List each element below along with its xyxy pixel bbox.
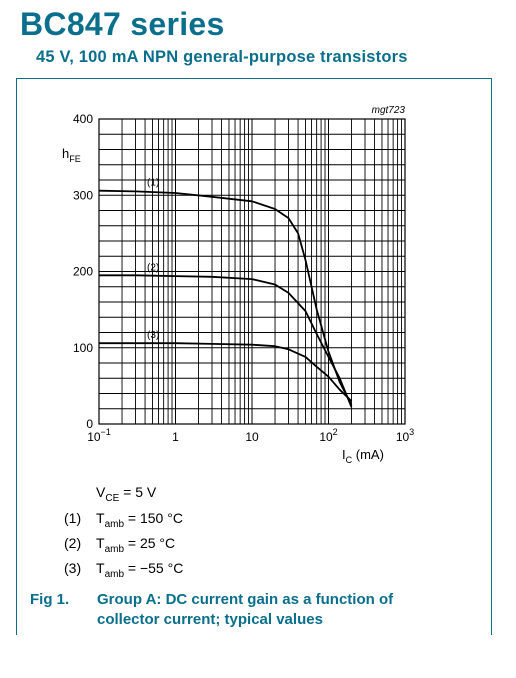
- page-subtitle: 45 V, 100 mA NPN general-purpose transis…: [36, 48, 408, 66]
- y-tick-label: 400: [73, 112, 93, 126]
- page-title: BC847 series: [20, 6, 225, 42]
- figure-code: mgt723: [372, 105, 406, 116]
- condition-1: (1) Tamb = 150 °C: [64, 510, 183, 530]
- figure-caption-line1: Group A: DC current gain as a function o…: [97, 591, 394, 608]
- chart-labels: 0 100 200 300 400 10−1 1 10 102 103 hFE IC (mA) mgt7…: [62, 105, 414, 465]
- figure-caption-line2: collector current; typical values: [97, 611, 323, 628]
- x-tick-label: 103: [396, 427, 414, 444]
- y-tick-label: 100: [73, 341, 93, 355]
- condition-3-text: Tamb = −55 °C: [96, 560, 184, 580]
- condition-2: (2) Tamb = 25 °C: [64, 535, 175, 555]
- y-axis-label: hFE: [62, 146, 81, 164]
- y-tick-label: 0: [86, 417, 93, 431]
- condition-3: (3) Tamb = −55 °C: [64, 560, 183, 580]
- series-line-2: [99, 274, 353, 408]
- x-tick-label: 1: [172, 430, 179, 444]
- x-axis-label: IC (mA): [342, 447, 384, 465]
- x-tick-label: 10: [245, 430, 259, 444]
- condition-2-text: Tamb = 25 °C: [96, 535, 176, 555]
- condition-3-num: (3): [64, 560, 82, 576]
- y-tick-label: 300: [73, 188, 93, 202]
- series-label-3: (3): [147, 330, 159, 341]
- y-tick-label: 200: [73, 265, 93, 279]
- figure-frame: [16, 78, 492, 635]
- plot-border: [98, 118, 406, 425]
- condition-1-text: Tamb = 150 °C: [96, 510, 183, 530]
- vce-condition: VCE = 5 V: [96, 484, 156, 504]
- chart-grid: [98, 118, 406, 425]
- x-tick-label: 10−1: [87, 427, 111, 444]
- condition-1-num: (1): [64, 510, 82, 526]
- series-label-1: (1): [147, 178, 159, 189]
- series-label-2: (2): [147, 262, 159, 273]
- x-tick-label: 102: [319, 427, 337, 444]
- series-line-3: [99, 342, 353, 402]
- figure-number: Fig 1.: [30, 591, 70, 608]
- condition-2-num: (2): [64, 535, 82, 551]
- chart-curves: [98, 189, 353, 408]
- vce-text: VCE = 5 V: [96, 484, 157, 504]
- series-line-1: [98, 189, 353, 406]
